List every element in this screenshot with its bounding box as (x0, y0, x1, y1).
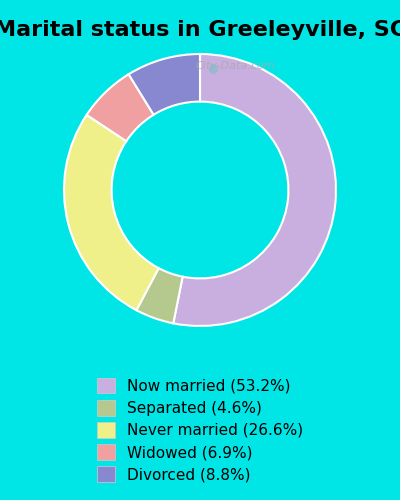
Text: City-Data.com: City-Data.com (195, 61, 275, 71)
Wedge shape (173, 54, 336, 326)
Wedge shape (129, 54, 200, 114)
Text: Marital status in Greeleyville, SC: Marital status in Greeleyville, SC (0, 20, 400, 40)
Wedge shape (136, 268, 183, 324)
Wedge shape (87, 74, 154, 141)
Text: ●: ● (207, 61, 218, 74)
Wedge shape (64, 115, 159, 310)
Legend: Now married (53.2%), Separated (4.6%), Never married (26.6%), Widowed (6.9%), Di: Now married (53.2%), Separated (4.6%), N… (89, 370, 311, 490)
